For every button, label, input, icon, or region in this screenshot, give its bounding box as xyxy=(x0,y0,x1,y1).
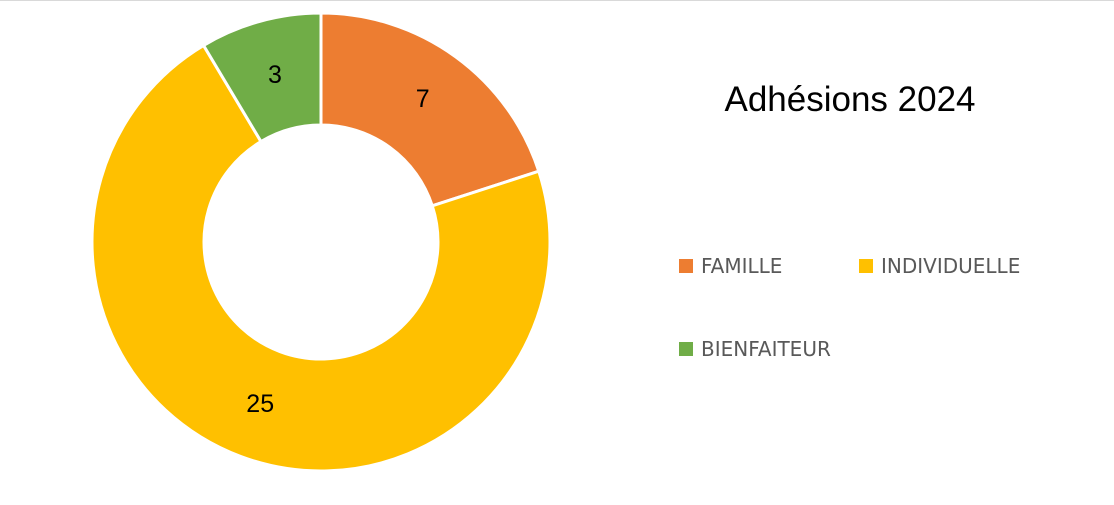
legend-label-bienfaiteur: BIENFAITEUR xyxy=(701,337,831,361)
donut-chart: 7 25 3 xyxy=(90,11,552,473)
legend-item-bienfaiteur: BIENFAITEUR xyxy=(679,337,831,361)
donut-slice-individuelle xyxy=(90,43,552,473)
chart-title: Adhésions 2024 xyxy=(724,80,976,119)
legend-swatch-famille xyxy=(679,259,693,273)
top-divider xyxy=(0,0,1114,1)
legend-label-individuelle: INDIVIDUELLE xyxy=(881,254,1021,278)
donut-data-labels: 7 25 3 xyxy=(246,61,429,418)
legend-label-famille: FAMILLE xyxy=(701,254,783,278)
donut-slice-famille xyxy=(319,11,541,208)
data-label-bienfaiteur: 3 xyxy=(268,61,282,89)
legend-swatch-individuelle xyxy=(859,259,873,273)
data-label-individuelle: 25 xyxy=(246,390,274,418)
donut-slices xyxy=(90,11,552,473)
data-label-famille: 7 xyxy=(416,85,430,113)
legend-item-individuelle: INDIVIDUELLE xyxy=(859,254,1020,278)
legend-swatch-bienfaiteur xyxy=(679,342,693,356)
donut-slice-bienfaiteur xyxy=(201,11,323,144)
legend-item-famille: FAMILLE xyxy=(679,254,782,278)
